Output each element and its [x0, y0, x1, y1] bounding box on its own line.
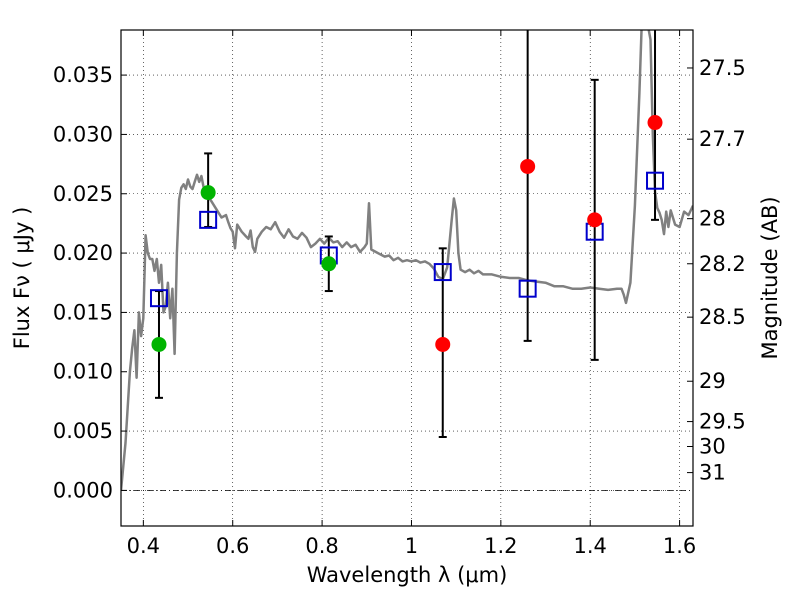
y-tick-label: 0.000: [53, 478, 113, 502]
model-photometry-square: [518, 279, 537, 298]
upper-limit-point: [647, 115, 663, 131]
grid: [121, 30, 693, 526]
x-tick-label: 0.4: [127, 534, 160, 558]
y-tick-label: 0.020: [53, 241, 113, 265]
y-tick-label: 0.035: [53, 63, 113, 87]
model-photometry-square: [199, 210, 218, 229]
magnitude-tick-label: 27.7: [699, 127, 746, 151]
detection-point: [200, 185, 216, 201]
x-tick-label: 1: [405, 534, 418, 558]
magnitude-tick-label: 29: [699, 369, 726, 393]
x-tick-label: 0.6: [216, 534, 249, 558]
magnitude-tick-label: 31: [699, 461, 726, 485]
ticks: 0.4 0.6 0.8 1 1.2 1.4 1.6 0.000 0.005 0.010 0.015 0…: [53, 30, 746, 558]
y-axis-label: Flux Fν ( μJy ): [10, 207, 34, 350]
y-axis-right-label: Magnitude (AB): [758, 196, 782, 359]
magnitude-tick-label: 28.5: [699, 305, 746, 329]
magnitude-tick-label: 29.5: [699, 410, 746, 434]
model-photometry-square: [433, 263, 452, 282]
magnitude-tick-label: 28.2: [699, 252, 746, 276]
x-tick-label: 1.2: [484, 534, 517, 558]
y-tick-label: 0.025: [53, 182, 113, 206]
y-tick-label: 0.010: [53, 360, 113, 384]
plot-area: [121, 30, 693, 491]
upper-limit-point: [520, 158, 536, 174]
model-photometry-square: [149, 289, 168, 308]
x-tick-label: 0.8: [305, 534, 338, 558]
x-tick-label: 1.4: [574, 534, 607, 558]
detection-point: [321, 256, 337, 272]
x-tick-label: 1.6: [663, 534, 696, 558]
y-tick-label: 0.005: [53, 419, 113, 443]
model-photometry-square: [646, 171, 665, 190]
plot-frame: [120, 29, 694, 527]
upper-limit-point: [587, 212, 603, 228]
upper-limit-point: [435, 336, 451, 352]
magnitude-tick-label: 30: [699, 434, 726, 458]
magnitude-tick-label: 28: [699, 207, 726, 231]
model-spectrum-line: [121, 30, 693, 491]
x-axis-label: Wavelength λ (μm): [307, 563, 508, 587]
y-tick-label: 0.015: [53, 300, 113, 324]
magnitude-tick-label: 27.5: [699, 56, 746, 80]
detection-point: [151, 336, 167, 352]
y-tick-label: 0.030: [53, 122, 113, 146]
